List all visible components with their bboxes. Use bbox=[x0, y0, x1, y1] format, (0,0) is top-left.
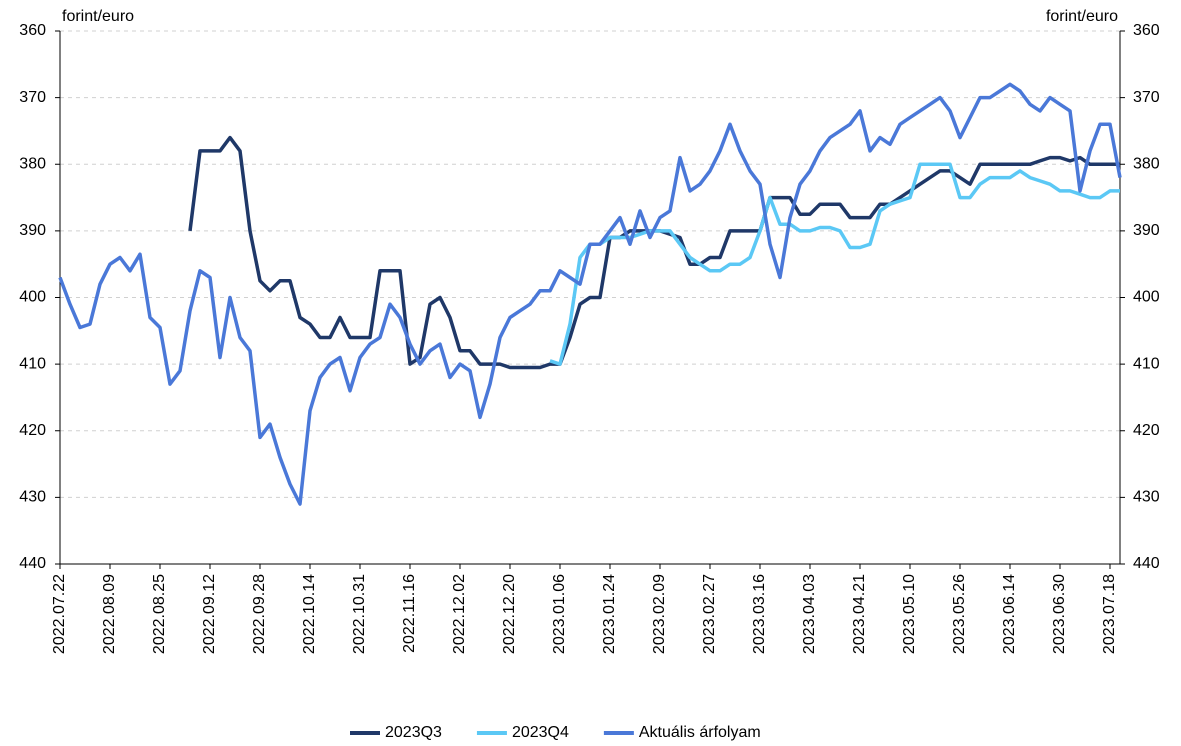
y-tick-label: 360 bbox=[19, 22, 46, 39]
x-tick-label: 2023.06.30 bbox=[1051, 574, 1068, 654]
legend-label: 2023Q4 bbox=[512, 724, 569, 741]
line-series bbox=[549, 162, 1120, 366]
y2-tick-label: 400 bbox=[1133, 289, 1160, 306]
y-tick-label: 390 bbox=[19, 222, 46, 239]
y2-axis-label: forint/euro bbox=[1046, 8, 1118, 25]
y2-tick-label: 430 bbox=[1133, 489, 1160, 506]
legend: 2023Q3 2023Q4 Aktuális árfolyam bbox=[350, 724, 761, 741]
x-tick-label: 2022.08.09 bbox=[101, 574, 118, 654]
y2-tick-label: 360 bbox=[1133, 22, 1160, 39]
x-tick-label: 2023.05.10 bbox=[901, 574, 918, 654]
y2-tick-label: 380 bbox=[1133, 155, 1160, 172]
x-tick-label: 2023.06.14 bbox=[1001, 574, 1018, 654]
y2-tick-label: 420 bbox=[1133, 422, 1160, 439]
x-tick-label: 2023.04.03 bbox=[801, 574, 818, 654]
x-tick-label: 2022.10.31 bbox=[351, 574, 368, 654]
x-tick-label: 2022.09.28 bbox=[251, 574, 268, 654]
y-tick-label: 420 bbox=[19, 422, 46, 439]
y-tick-label: 400 bbox=[19, 289, 46, 306]
x-tick-label: 2022.11.16 bbox=[401, 574, 418, 653]
legend-label: 2023Q3 bbox=[385, 724, 442, 741]
legend-label: Aktuális árfolyam bbox=[639, 724, 761, 741]
x-tick-label: 2023.07.18 bbox=[1101, 574, 1118, 654]
x-tick-label: 2022.07.22 bbox=[51, 574, 68, 654]
x-tick-label: 2022.12.02 bbox=[451, 574, 468, 654]
line-series bbox=[188, 135, 1120, 370]
x-tick-label: 2023.02.09 bbox=[651, 574, 668, 654]
y2-tick-label: 440 bbox=[1133, 555, 1160, 572]
y-tick-label: 440 bbox=[19, 555, 46, 572]
x-tick-label: 2023.01.06 bbox=[551, 574, 568, 654]
y-tick-label: 380 bbox=[19, 155, 46, 172]
x-tick-label: 2023.03.16 bbox=[751, 574, 768, 654]
x-tick-label: 2023.05.26 bbox=[951, 574, 968, 654]
y2-tick-label: 410 bbox=[1133, 355, 1160, 372]
line-series bbox=[58, 82, 1122, 506]
x-tick-label: 2023.02.27 bbox=[701, 574, 718, 654]
y-tick-label: 370 bbox=[19, 89, 46, 106]
y-axis-label: forint/euro bbox=[62, 8, 134, 25]
y2-tick-label: 390 bbox=[1133, 222, 1160, 239]
x-tick-label: 2023.04.21 bbox=[851, 574, 868, 654]
y-tick-label: 410 bbox=[19, 355, 46, 372]
x-tick-label: 2022.12.20 bbox=[501, 574, 518, 654]
x-tick-label: 2023.01.24 bbox=[601, 574, 618, 654]
x-tick-label: 2022.09.12 bbox=[201, 574, 218, 654]
y2-tick-label: 370 bbox=[1133, 89, 1160, 106]
x-tick-label: 2022.08.25 bbox=[151, 574, 168, 654]
y-tick-label: 430 bbox=[19, 489, 46, 506]
x-tick-label: 2022.10.14 bbox=[301, 574, 318, 654]
